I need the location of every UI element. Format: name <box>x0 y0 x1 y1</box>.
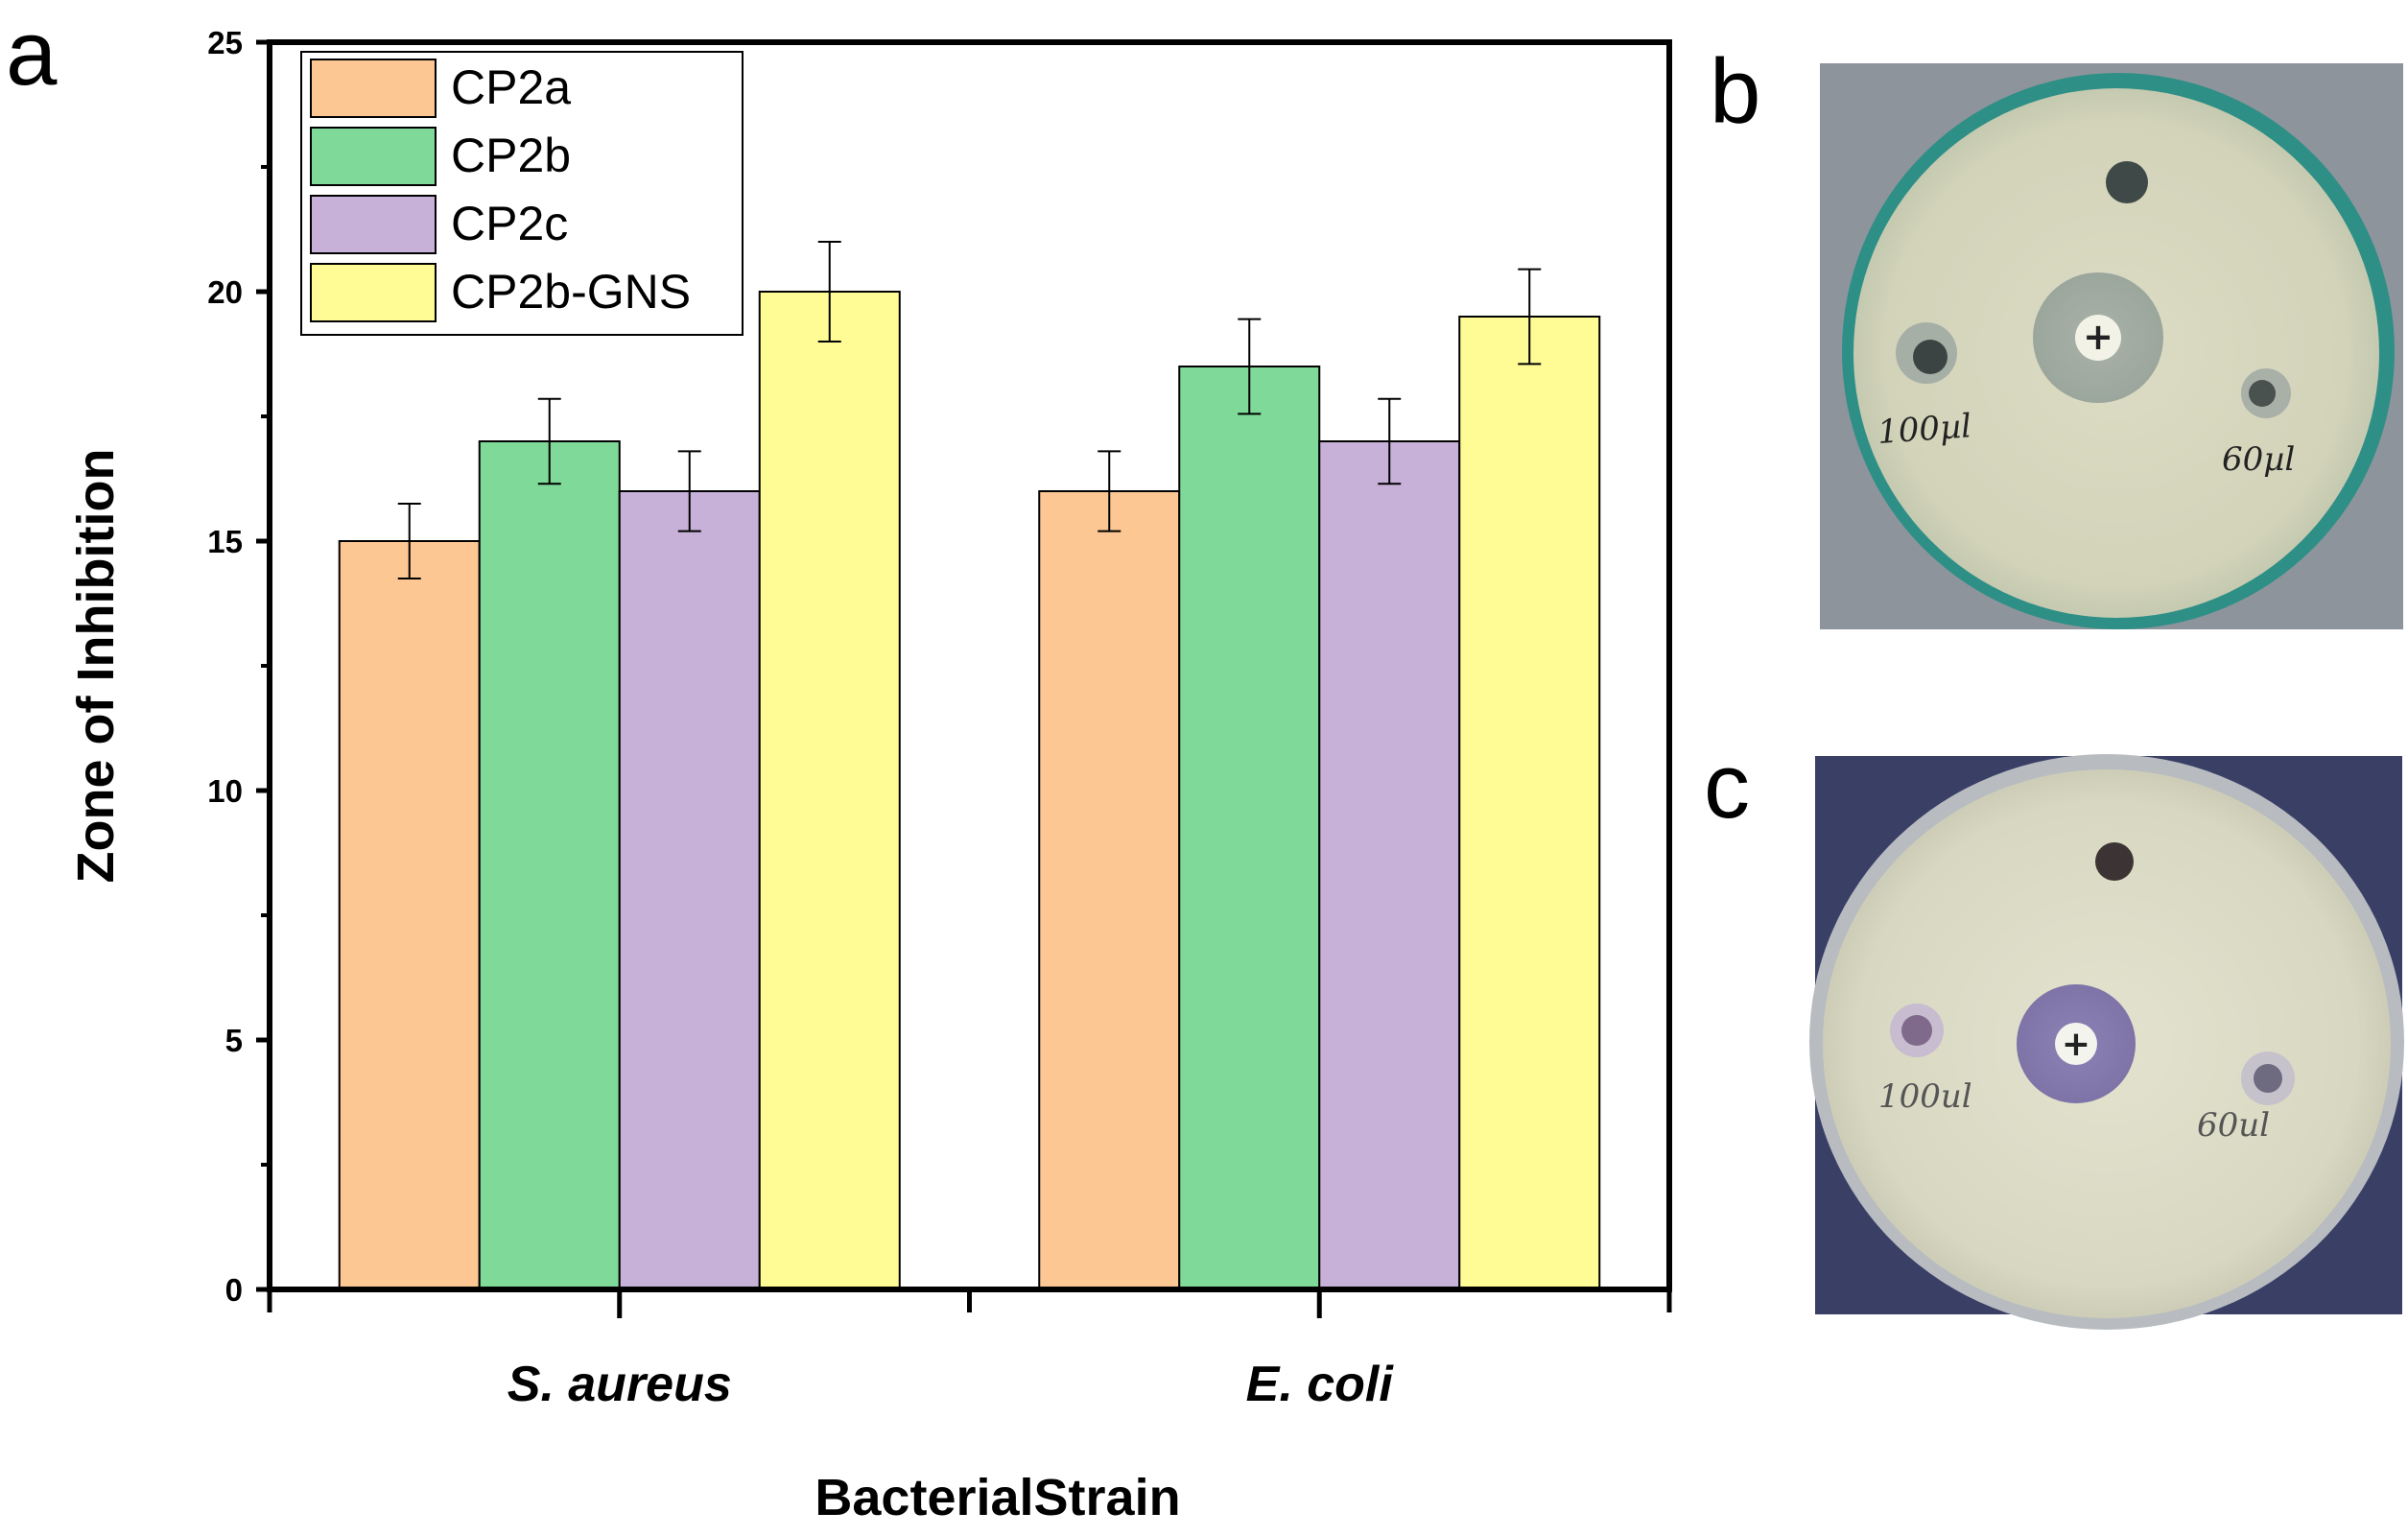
errorbar-cp2a-e-coli <box>1098 450 1121 532</box>
legend: CP2a CP2b CP2c CP2b-GNS <box>300 51 744 336</box>
legend-swatch-cp2a <box>310 59 437 118</box>
x-tick-label-s-aureus: S. aureus <box>508 1357 732 1412</box>
bar-cp2c-e-coli <box>1318 440 1461 1290</box>
errorbar-cp2b-e-coli <box>1238 318 1262 415</box>
photo-c-plus-icon: + <box>2062 1025 2090 1064</box>
legend-label-cp2a: CP2a <box>451 60 571 114</box>
petri-dish-photo-c: + 100ul 60ul <box>1809 754 2404 1330</box>
photo-c-label-left: 100ul <box>1878 1077 1972 1116</box>
errorbar-cp2b-s-aureus <box>537 397 561 485</box>
x-category-labels: S. aureus E. coli <box>508 1357 1395 1412</box>
photo-b-center-well <box>2075 315 2121 361</box>
errorbars-layer <box>397 241 1542 579</box>
photo-c-well-top <box>2095 842 2134 881</box>
bar-cp2b-s-aureus <box>478 440 621 1290</box>
y-tick-label: 10 <box>207 773 243 809</box>
errorbar-cp2a-s-aureus <box>397 503 421 579</box>
legend-label-cp2b-gns: CP2b-GNS <box>451 265 691 319</box>
errorbar-cp2b-gns-e-coli <box>1518 268 1542 366</box>
panel-letter-c: c <box>1704 735 1750 838</box>
y-tick-label: 20 <box>207 274 243 310</box>
photo-c-well-left <box>1901 1015 1932 1046</box>
x-tick-label-e-coli: E. coli <box>1246 1357 1395 1412</box>
photo-b-label-right: 60µl <box>2222 440 2295 479</box>
legend-swatch-cp2b-gns <box>310 263 437 322</box>
photo-b-label-left: 100µl <box>1877 407 1972 452</box>
legend-label-cp2c: CP2c <box>451 197 568 250</box>
panel-letter-b: b <box>1710 40 1760 143</box>
photo-b-well-left <box>1913 340 1948 374</box>
y-axis-title: Zone of Inhibition <box>67 449 125 884</box>
legend-swatch-cp2c <box>310 195 437 254</box>
y-tick-label: 15 <box>207 524 243 559</box>
photo-b-well-right <box>2249 380 2276 407</box>
petri-dish-photo-b: + 100µl 60µl <box>1820 63 2403 629</box>
bar-cp2b-gns-e-coli <box>1458 316 1601 1290</box>
bar-cp2b-e-coli <box>1178 366 1321 1290</box>
bar-cp2a-e-coli <box>1038 490 1181 1290</box>
errorbar-cp2c-e-coli <box>1378 397 1402 485</box>
bar-chart: 0 5 10 15 20 25 S. aureus E. coli Zone of Inhi… <box>67 25 1672 1526</box>
y-tick-label: 5 <box>225 1023 243 1058</box>
photo-c-well-right <box>2254 1064 2282 1093</box>
photo-b-plus-icon: + <box>2083 316 2113 358</box>
errorbar-cp2b-gns-s-aureus <box>817 241 841 343</box>
photo-c-center-well <box>2055 1023 2097 1065</box>
legend-label-cp2b: CP2b <box>451 129 571 182</box>
photo-b-well-top <box>2106 161 2148 203</box>
legend-swatch-cp2b <box>310 127 437 186</box>
photo-c-label-right: 60ul <box>2197 1106 2270 1145</box>
bars-layer <box>338 291 1601 1290</box>
bar-cp2b-gns-s-aureus <box>758 291 901 1290</box>
y-tick-label: 0 <box>225 1272 243 1308</box>
x-axis-ticks <box>267 1289 1672 1318</box>
panel-letter-a: a <box>6 2 58 105</box>
x-axis-title: BacterialStrain <box>814 1469 1180 1526</box>
bar-cp2c-s-aureus <box>618 490 761 1290</box>
y-tick-label: 25 <box>207 25 243 60</box>
y-axis-ticks: 0 5 10 15 20 25 <box>207 25 270 1308</box>
errorbar-cp2c-s-aureus <box>677 450 701 532</box>
bar-cp2a-s-aureus <box>338 540 481 1290</box>
